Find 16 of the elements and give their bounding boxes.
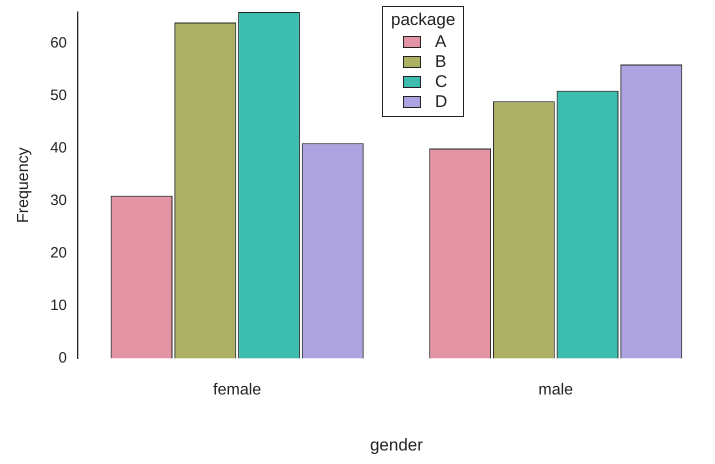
- y-tick-label: 60: [50, 34, 67, 52]
- x-tick-label: male: [538, 381, 574, 398]
- legend-label: D: [435, 92, 448, 112]
- y-tick-label: 40: [50, 140, 67, 157]
- x-axis-title: gender: [370, 435, 424, 454]
- y-tick-label: 30: [50, 192, 67, 210]
- legend-label: B: [435, 52, 446, 72]
- legend-label: A: [435, 32, 446, 52]
- y-tick-label: 10: [50, 297, 67, 314]
- y-tick-label: 50: [50, 87, 67, 104]
- legend-label: C: [435, 72, 448, 92]
- y-tick-label: 0: [58, 350, 67, 367]
- legend-title: package: [391, 10, 456, 30]
- y-tick-label: 20: [50, 244, 67, 262]
- y-axis-title: Frequency: [15, 147, 32, 223]
- x-tick-label: female: [213, 381, 262, 398]
